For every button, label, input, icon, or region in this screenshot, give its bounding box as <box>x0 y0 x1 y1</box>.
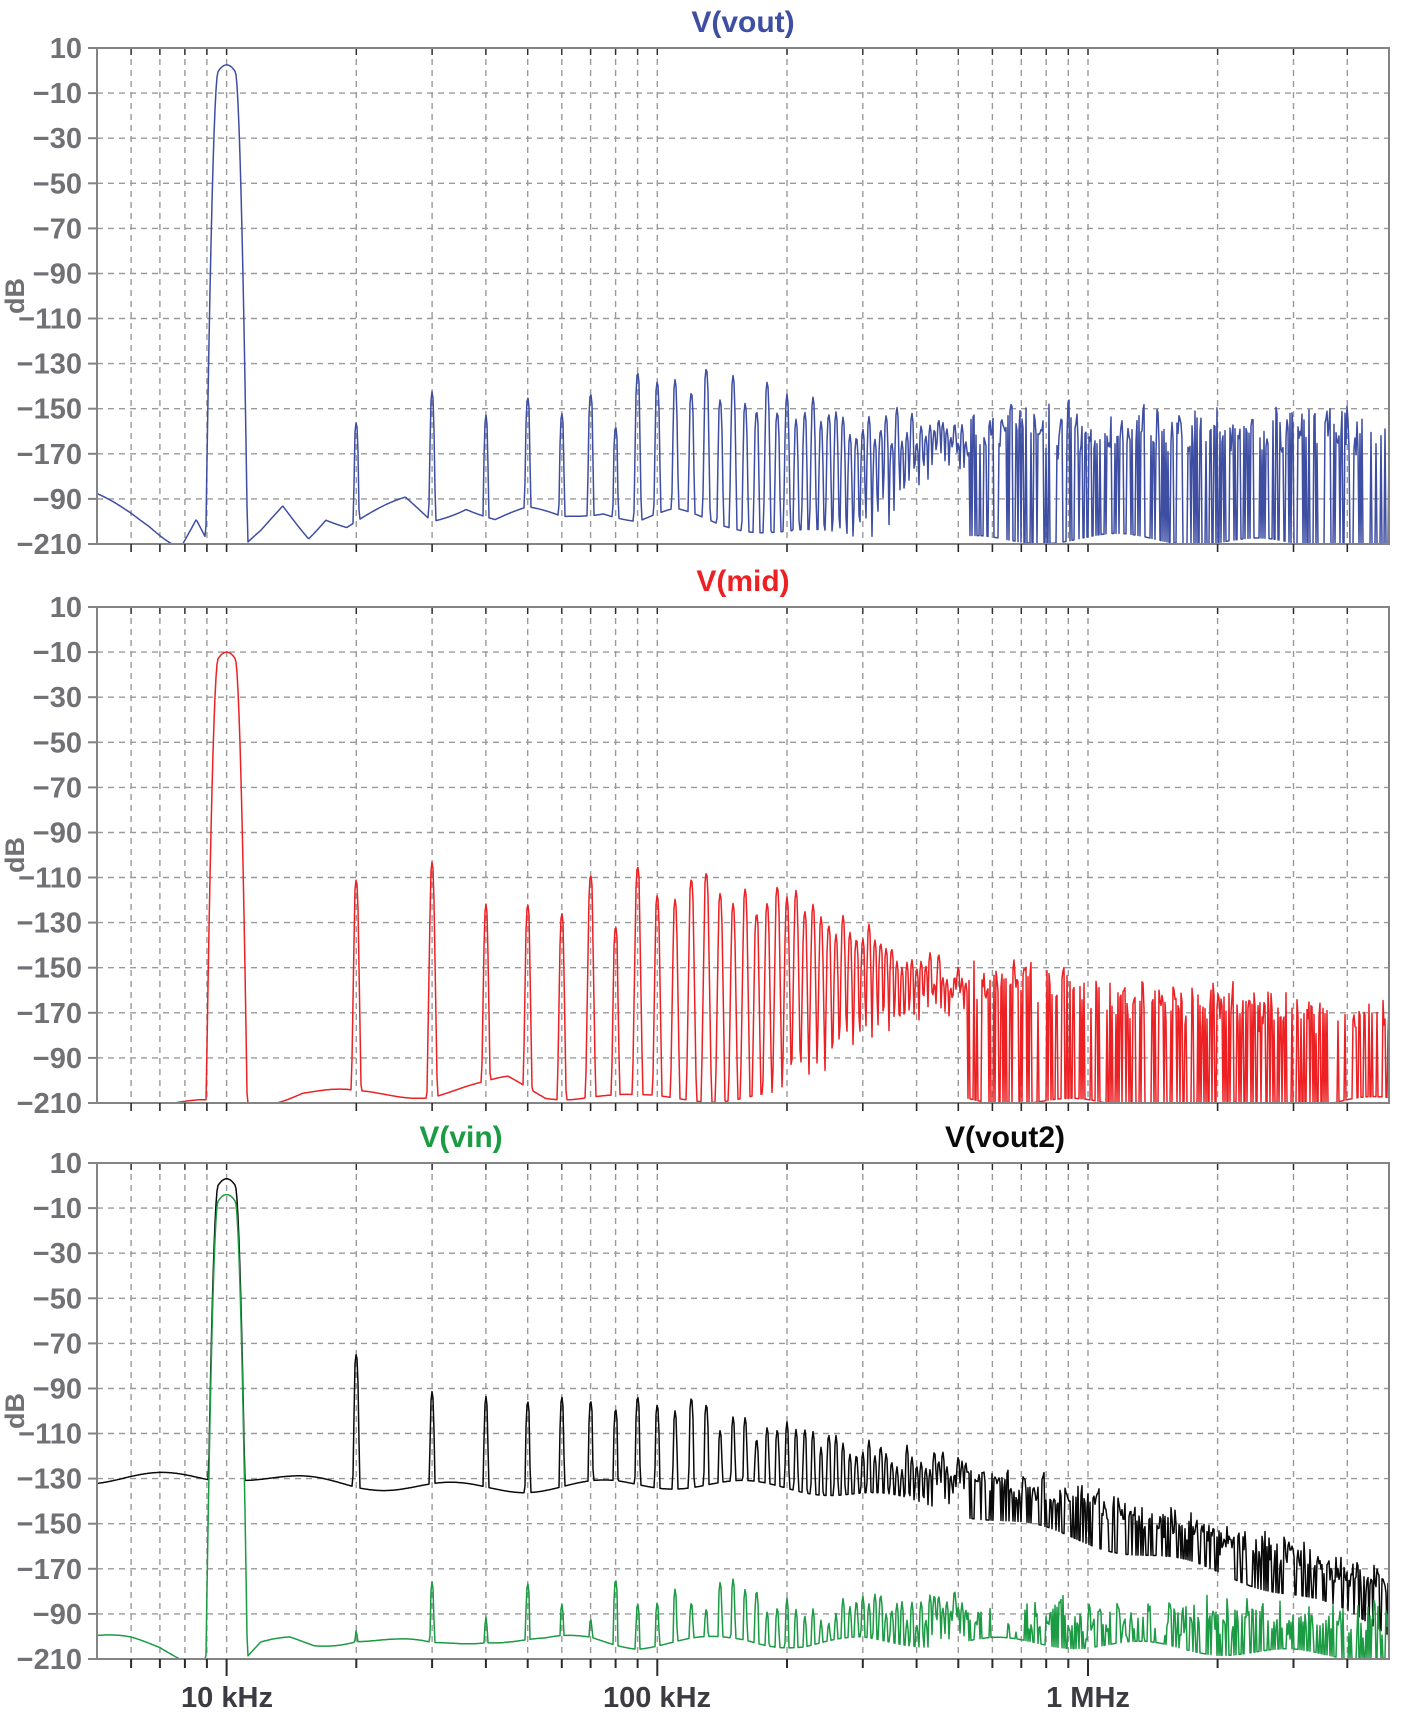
x-tick-label-100khz: 100 kHz <box>602 1682 712 1714</box>
spectrum-chart-0: 10 −10 −30 −50 −70 −90 −110 −130 −150 −170 −90 −210… <box>0 33 1390 561</box>
x-tick-label-10khz: 10 kHz <box>181 1682 273 1714</box>
x-tick-label-1mhz: 1 MHz <box>1046 1682 1130 1714</box>
y-tick-label: −150 <box>17 394 82 426</box>
axis-ticks <box>88 1162 1349 1676</box>
series-group <box>97 651 1390 1104</box>
y-tick-label: 10 <box>50 1148 82 1180</box>
y-tick-label: −10 <box>33 637 82 669</box>
chart-title-vvin: V(vin) <box>419 1121 503 1154</box>
y-tick-label: −210 <box>17 1644 82 1676</box>
spectrum-chart-2: 10 −10 −30 −50 −70 −90 −110 −130 −150 −170 −90 −210… <box>0 1148 1390 1676</box>
y-tick-label: −30 <box>33 123 82 155</box>
y-tick-label: −70 <box>33 772 82 804</box>
chart-title-vvout2: V(vout2) <box>945 1121 1065 1154</box>
series-group <box>96 1178 1390 1660</box>
y-tick-label: −50 <box>33 727 82 759</box>
y-tick-label: −10 <box>33 1193 82 1225</box>
y-tick-label: −130 <box>17 908 82 940</box>
y-tick-label: −110 <box>18 1419 82 1451</box>
series-trace-v-vin- <box>96 1193 1390 1660</box>
chart-title-vout: V(vout) <box>691 6 795 39</box>
gridlines <box>97 607 1389 1103</box>
y-tick-label: −210 <box>17 1088 82 1120</box>
plot-border <box>96 606 1390 1104</box>
plot-border <box>96 1162 1390 1660</box>
y-tick-label: −170 <box>17 998 82 1030</box>
y-tick-label: −90 <box>33 818 82 850</box>
axis-ticks <box>88 47 1349 552</box>
y-tick-label: −90 <box>33 484 82 516</box>
y-tick-label: −70 <box>33 213 82 245</box>
y-tick-label: −90 <box>33 1043 82 1075</box>
series-trace-v-mid- <box>97 651 1390 1104</box>
y-tick-label: −170 <box>17 1554 82 1586</box>
y-tick-label: −210 <box>17 529 82 561</box>
y-tick-label: −10 <box>33 78 82 110</box>
y-tick-label: 10 <box>50 592 82 624</box>
y-axis-title: dB <box>0 278 30 314</box>
y-tick-label: −30 <box>33 682 82 714</box>
y-tick-label: −90 <box>33 1374 82 1406</box>
series-group <box>96 64 1390 545</box>
plot-border <box>96 47 1390 545</box>
y-tick-label: −90 <box>33 259 82 291</box>
chart-title-vmid: V(mid) <box>696 565 790 598</box>
y-tick-label: −30 <box>33 1238 82 1270</box>
y-tick-label: −170 <box>17 439 82 471</box>
axis-ticks <box>88 606 1349 1111</box>
y-tick-label: 10 <box>50 33 82 65</box>
gridlines <box>97 48 1389 544</box>
gridlines <box>97 1163 1389 1659</box>
y-tick-label: −50 <box>33 1283 82 1315</box>
y-tick-label: −150 <box>17 953 82 985</box>
y-tick-label: −50 <box>33 168 82 200</box>
spectrum-chart-1: 10 −10 −30 −50 −70 −90 −110 −130 −150 −170 −90 −210… <box>0 592 1390 1120</box>
y-axis-title: dB <box>0 837 30 873</box>
y-axis-title: dB <box>0 1393 30 1429</box>
series-trace-v-vout- <box>96 64 1390 545</box>
series-trace-v-vout2- <box>96 1178 1390 1636</box>
y-tick-label: −130 <box>17 1464 82 1496</box>
y-tick-label: −150 <box>17 1509 82 1541</box>
y-tick-label: −110 <box>18 304 82 336</box>
y-tick-label: −110 <box>18 863 82 895</box>
y-tick-label: −70 <box>33 1328 82 1360</box>
y-tick-label: −90 <box>33 1599 82 1631</box>
y-tick-label: −130 <box>17 349 82 381</box>
